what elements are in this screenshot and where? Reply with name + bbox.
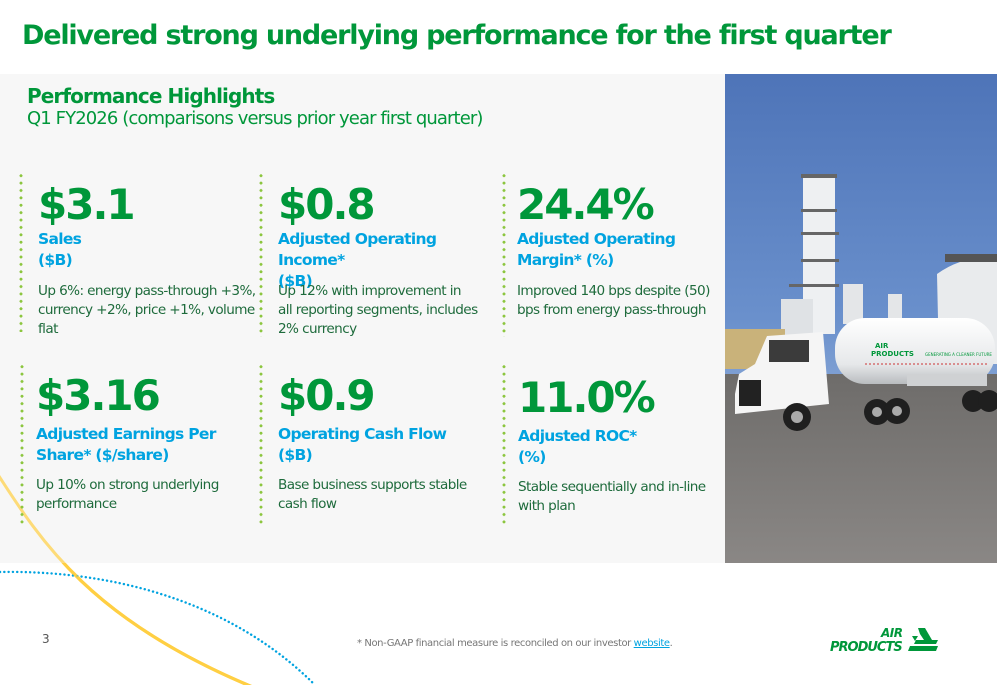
svg-text:GENERATING A CLEANER FUTURE: GENERATING A CLEANER FUTURE xyxy=(925,352,992,357)
metric-value: $3.1 xyxy=(38,180,136,229)
metric-label: Adjusted Operating Income* ($B) xyxy=(278,230,437,290)
dotted-divider xyxy=(19,172,23,332)
dotted-divider xyxy=(259,363,263,525)
metric-card-adjusted-operating-income: $0.8 Adjusted Operating Income* ($B) Up … xyxy=(259,172,494,337)
dotted-divider xyxy=(259,172,263,337)
metric-description: Up 12% with improvement in all reporting… xyxy=(278,283,478,337)
section-subtitle: Q1 FY2026 (comparisons versus prior year… xyxy=(27,108,483,129)
page-number: 3 xyxy=(42,632,50,646)
metric-label: Adjusted Operating Margin* (%) xyxy=(517,230,676,269)
metric-label: Adjusted ROC* (%) xyxy=(518,427,637,466)
svg-text:AIR: AIR xyxy=(880,626,903,640)
metric-value: $3.16 xyxy=(36,371,161,420)
dotted-divider xyxy=(20,363,24,525)
metric-description: Improved 140 bps despite (50) bps from e… xyxy=(517,283,710,318)
air-products-logo: AIR PRODUCTS xyxy=(828,624,940,656)
blue-dotted-arc xyxy=(0,570,317,685)
metric-card-sales: $3.1 Sales ($B) Up 6%: energy pass-throu… xyxy=(19,172,256,337)
tanker-truck-photo: AIR PRODUCTS GENERATING A CLEANER FUTURE xyxy=(725,74,997,563)
metric-value: $0.8 xyxy=(278,180,376,229)
section-title: Performance Highlights xyxy=(27,84,275,108)
metric-card-adjusted-operating-margin: 24.4% Adjusted Operating Margin* (%) Imp… xyxy=(502,172,737,337)
metric-card-adjusted-roc: 11.0% Adjusted ROC* (%) Stable sequentia… xyxy=(502,363,737,525)
svg-text:AIR: AIR xyxy=(875,342,889,350)
svg-text:PRODUCTS: PRODUCTS xyxy=(830,640,902,655)
metric-value: 11.0% xyxy=(518,373,656,422)
metric-value: $0.9 xyxy=(278,371,376,420)
slide-title: Delivered strong underlying performance … xyxy=(22,20,892,51)
metric-value: 24.4% xyxy=(517,180,655,229)
metric-label: Operating Cash Flow ($B) xyxy=(278,425,447,464)
metric-card-adjusted-eps: $3.16 Adjusted Earnings Per Share* ($/sh… xyxy=(20,363,255,525)
svg-text:PRODUCTS: PRODUCTS xyxy=(871,350,914,358)
photo-illustration: AIR PRODUCTS GENERATING A CLEANER FUTURE xyxy=(725,74,997,563)
metric-label: Sales ($B) xyxy=(38,230,82,269)
air-products-logo-mark: AIR PRODUCTS xyxy=(830,626,938,655)
dotted-divider xyxy=(502,363,506,525)
investor-website-link[interactable]: website xyxy=(633,638,670,649)
footnote: * Non-GAAP financial measure is reconcil… xyxy=(357,638,673,649)
metric-card-operating-cash-flow: $0.9 Operating Cash Flow ($B) Base busin… xyxy=(259,363,494,525)
metric-description: Base business supports stable cash flow xyxy=(278,477,467,512)
metric-description: Stable sequentially and in-line with pla… xyxy=(518,479,706,514)
metric-description: Up 10% on strong underlying performance xyxy=(36,477,219,512)
dotted-divider xyxy=(502,172,506,337)
metric-description: Up 6%: energy pass-through +3%, currency… xyxy=(38,283,256,337)
metric-label: Adjusted Earnings Per Share* ($/share) xyxy=(36,425,216,464)
